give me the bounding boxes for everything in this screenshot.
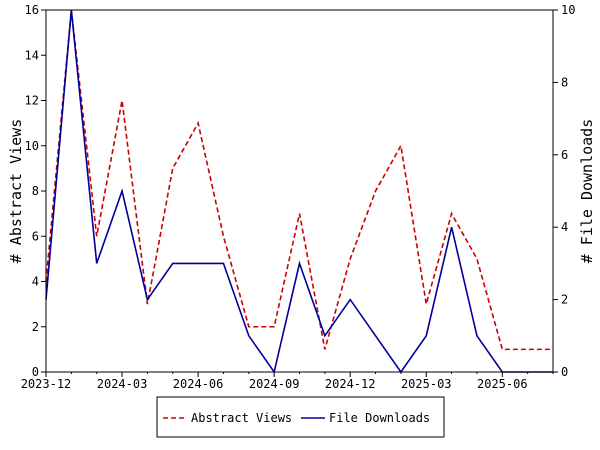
x-tick-label: 2025-06 xyxy=(477,377,528,391)
axes: 0 2 4 6 8 10 12 14 16 0 2 4 6 8 10 2023-12 2024-03 2024-0… xyxy=(7,3,596,391)
y-right-tick-label: 4 xyxy=(561,220,568,234)
y-right-axis-title: # File Downloads xyxy=(578,119,596,264)
legend-box xyxy=(156,396,445,438)
y-left-tick-label: 4 xyxy=(32,275,39,289)
y-left-tick-label: 10 xyxy=(25,139,39,153)
y-right-tick-label: 0 xyxy=(561,365,568,379)
x-tick-label: 2025-03 xyxy=(401,377,452,391)
y-left-tick-label: 8 xyxy=(32,184,39,198)
x-tick-label: 2023-12 xyxy=(21,377,72,391)
x-tick-label: 2024-09 xyxy=(249,377,300,391)
y-left-tick-label: 6 xyxy=(32,229,39,243)
y-right-tick-label: 6 xyxy=(561,148,568,162)
y-left-tick-label: 14 xyxy=(25,48,39,62)
x-tick-label: 2024-03 xyxy=(97,377,148,391)
y-right-tick-label: 2 xyxy=(561,293,568,307)
y-left-tick-label: 2 xyxy=(32,320,39,334)
series-line-file-downloads xyxy=(45,9,553,374)
y-left-tick-label: 0 xyxy=(32,365,39,379)
y-right-tick-label: 8 xyxy=(561,75,568,89)
series-line-abstract-views xyxy=(45,9,553,351)
plot-area xyxy=(45,9,553,374)
x-tick-label: 2024-12 xyxy=(325,377,376,391)
legend-label: Abstract Views xyxy=(191,411,292,425)
legend: Abstract Views File Downloads xyxy=(156,396,445,438)
legend-label: File Downloads xyxy=(329,411,430,425)
y-left-axis-title: # Abstract Views xyxy=(7,119,25,264)
y-left-tick-label: 12 xyxy=(25,94,39,108)
y-right-tick-label: 10 xyxy=(561,3,575,17)
x-tick-label: 2024-06 xyxy=(173,377,224,391)
y-left-tick-label: 16 xyxy=(25,3,39,17)
